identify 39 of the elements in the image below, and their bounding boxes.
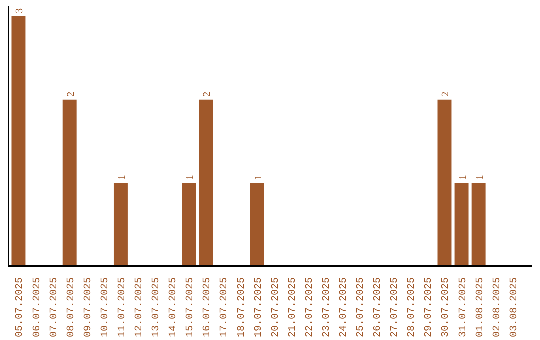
x-tick-label: 25.07.2025	[356, 277, 368, 338]
x-tick-label: 21.07.2025	[288, 277, 299, 338]
x-tick-label: 15.07.2025	[186, 277, 197, 338]
x-tick-label: 16.07.2025	[202, 277, 214, 338]
x-tick-label: 31.07.2025	[458, 277, 470, 338]
data-label: 1	[116, 175, 128, 180]
x-tick-label: 10.07.2025	[100, 277, 112, 338]
x-tick-label: 11.07.2025	[117, 277, 128, 338]
data-label: 1	[474, 175, 486, 180]
x-tick-label: 24.07.2025	[338, 277, 350, 338]
x-tick-label: 03.08.2025	[509, 277, 520, 338]
x-tick-label: 20.07.2025	[270, 277, 282, 338]
data-label: 2	[66, 92, 77, 97]
x-tick-label: 19.07.2025	[254, 277, 265, 338]
x-tick-label: 28.07.2025	[407, 277, 418, 338]
x-tick-label: 30.07.2025	[441, 277, 452, 338]
x-tick-label: 05.07.2025	[15, 277, 26, 338]
x-tick-label: 17.07.2025	[220, 277, 231, 338]
x-tick-label: 07.07.2025	[49, 277, 60, 338]
data-label: 1	[185, 175, 196, 180]
x-tick-label: 08.07.2025	[66, 277, 78, 338]
x-tick-label: 12.07.2025	[134, 277, 146, 338]
x-tick-label: 06.07.2025	[32, 277, 44, 338]
x-tick-label: 29.07.2025	[424, 277, 436, 338]
x-tick-label: 18.07.2025	[236, 277, 248, 338]
x-tick-label: 13.07.2025	[152, 277, 163, 338]
x-tick-label: 02.08.2025	[492, 277, 504, 338]
data-label: 2	[202, 92, 214, 97]
data-label: 3	[14, 8, 26, 14]
x-tick-label: 26.07.2025	[373, 277, 384, 338]
x-tick-label: 09.07.2025	[83, 277, 94, 338]
x-tick-label: 23.07.2025	[322, 277, 333, 338]
data-label: 1	[458, 175, 469, 180]
x-tick-label: 27.07.2025	[390, 277, 402, 338]
x-tick-label: 01.08.2025	[475, 277, 486, 338]
data-label: 1	[253, 175, 264, 180]
data-label: 2	[440, 92, 452, 97]
x-tick-label: 14.07.2025	[168, 277, 180, 338]
x-tick-label: 22.07.2025	[304, 277, 316, 338]
